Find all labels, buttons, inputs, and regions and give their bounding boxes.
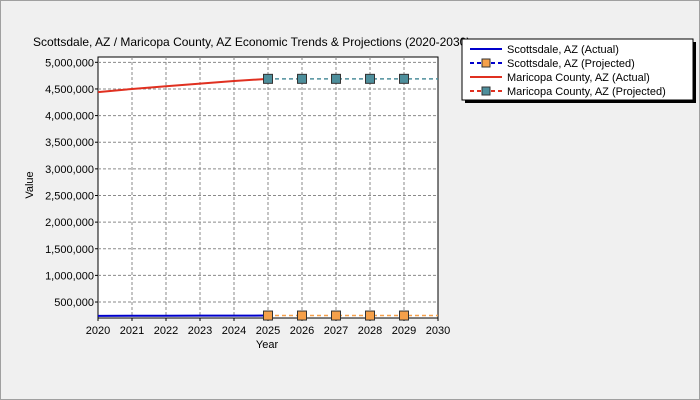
legend-entry-label: Maricopa County, AZ (Projected)	[507, 86, 666, 98]
x-axis-label: Year	[256, 339, 279, 351]
series-marker-1	[399, 310, 409, 321]
legend: Scottsdale, AZ (Actual) Scottsdale, AZ (P…	[461, 38, 696, 103]
y-tick-label: 500,000	[54, 297, 94, 309]
series-marker-3	[399, 73, 409, 84]
legend-entry-label: Scottsdale, AZ (Actual)	[507, 44, 619, 56]
series-marker-1	[365, 310, 375, 321]
y-tick-label: 5,000,000	[45, 57, 94, 69]
x-axis-ticks: 2020 2021 2022 2023 2024 2025 2026 2027 2028 2029…	[86, 318, 450, 337]
series-line-2	[97, 77, 269, 94]
y-axis-label: Value	[24, 171, 36, 198]
y-tick-label: 2,000,000	[45, 217, 94, 229]
x-tick-label: 2020	[86, 325, 110, 337]
legend-entry-label: Scottsdale, AZ (Projected)	[507, 58, 635, 70]
x-tick-label: 2025	[256, 325, 280, 337]
x-tick-label: 2022	[154, 325, 178, 337]
y-tick-label: 1,000,000	[45, 270, 94, 282]
y-tick-label: 4,500,000	[45, 84, 94, 96]
legend-swatch-marker	[481, 58, 491, 68]
series-marker-3	[297, 73, 307, 84]
y-tick-label: 1,500,000	[45, 244, 94, 256]
series-marker-3	[331, 73, 341, 84]
y-axis-ticks: 500,000 1,000,000 1,500,000 2,000,000 2,500,…	[45, 57, 98, 309]
plot-area	[97, 56, 439, 319]
series-marker-3	[263, 73, 273, 84]
x-tick-label: 2021	[120, 325, 144, 337]
y-tick-label: 4,000,000	[45, 111, 94, 123]
x-tick-label: 2023	[188, 325, 212, 337]
series-marker-1	[331, 310, 341, 321]
legend-entry-label: Maricopa County, AZ (Actual)	[507, 72, 650, 84]
series-marker-1	[263, 310, 273, 321]
series-layer	[97, 73, 438, 321]
x-tick-label: 2030	[426, 325, 450, 337]
legend-swatch-marker	[481, 86, 491, 96]
y-tick-label: 3,500,000	[45, 137, 94, 149]
y-tick-label: 3,000,000	[45, 164, 94, 176]
series-marker-1	[297, 310, 307, 321]
chart-title: Scottsdale, AZ / Maricopa County, AZ Eco…	[33, 35, 470, 49]
x-tick-label: 2024	[222, 325, 246, 337]
x-tick-label: 2027	[324, 325, 348, 337]
x-tick-label: 2028	[358, 325, 382, 337]
x-tick-label: 2029	[392, 325, 416, 337]
series-marker-3	[365, 73, 375, 84]
x-tick-label: 2026	[290, 325, 314, 337]
y-tick-label: 2,500,000	[45, 190, 94, 202]
